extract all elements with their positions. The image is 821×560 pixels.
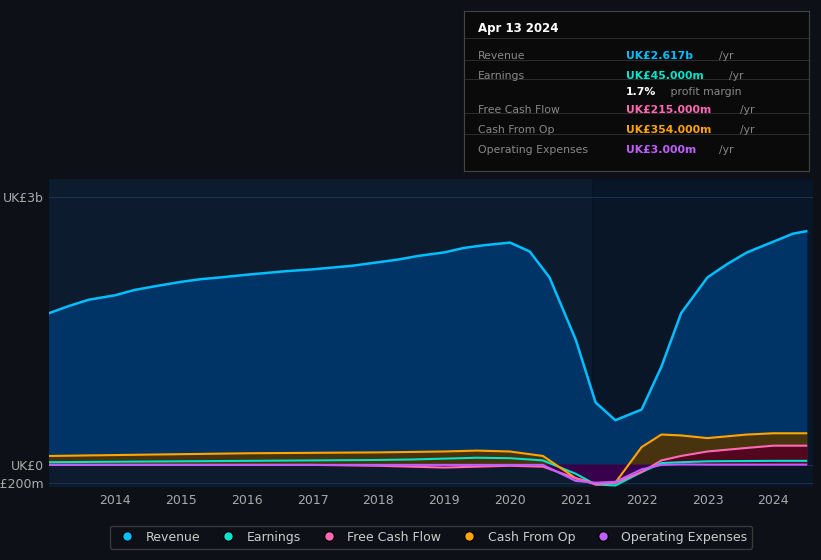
Text: Earnings: Earnings bbox=[478, 71, 525, 81]
Text: Cash From Op: Cash From Op bbox=[478, 124, 554, 134]
Text: /yr: /yr bbox=[740, 124, 754, 134]
Text: UK£3.000m: UK£3.000m bbox=[626, 145, 696, 155]
Text: /yr: /yr bbox=[719, 51, 733, 61]
Text: Revenue: Revenue bbox=[478, 51, 525, 61]
Text: Operating Expenses: Operating Expenses bbox=[478, 145, 588, 155]
Text: Apr 13 2024: Apr 13 2024 bbox=[478, 22, 558, 35]
Text: UK£354.000m: UK£354.000m bbox=[626, 124, 711, 134]
Text: 1.7%: 1.7% bbox=[626, 87, 656, 97]
Text: /yr: /yr bbox=[740, 105, 754, 115]
Text: Free Cash Flow: Free Cash Flow bbox=[478, 105, 560, 115]
Bar bbox=[592, 179, 813, 487]
Legend: Revenue, Earnings, Free Cash Flow, Cash From Op, Operating Expenses: Revenue, Earnings, Free Cash Flow, Cash … bbox=[110, 526, 752, 549]
Text: UK£2.617b: UK£2.617b bbox=[626, 51, 693, 61]
Text: /yr: /yr bbox=[719, 145, 733, 155]
Text: /yr: /yr bbox=[729, 71, 744, 81]
Text: profit margin: profit margin bbox=[667, 87, 742, 97]
Text: UK£45.000m: UK£45.000m bbox=[626, 71, 704, 81]
Text: UK£215.000m: UK£215.000m bbox=[626, 105, 711, 115]
